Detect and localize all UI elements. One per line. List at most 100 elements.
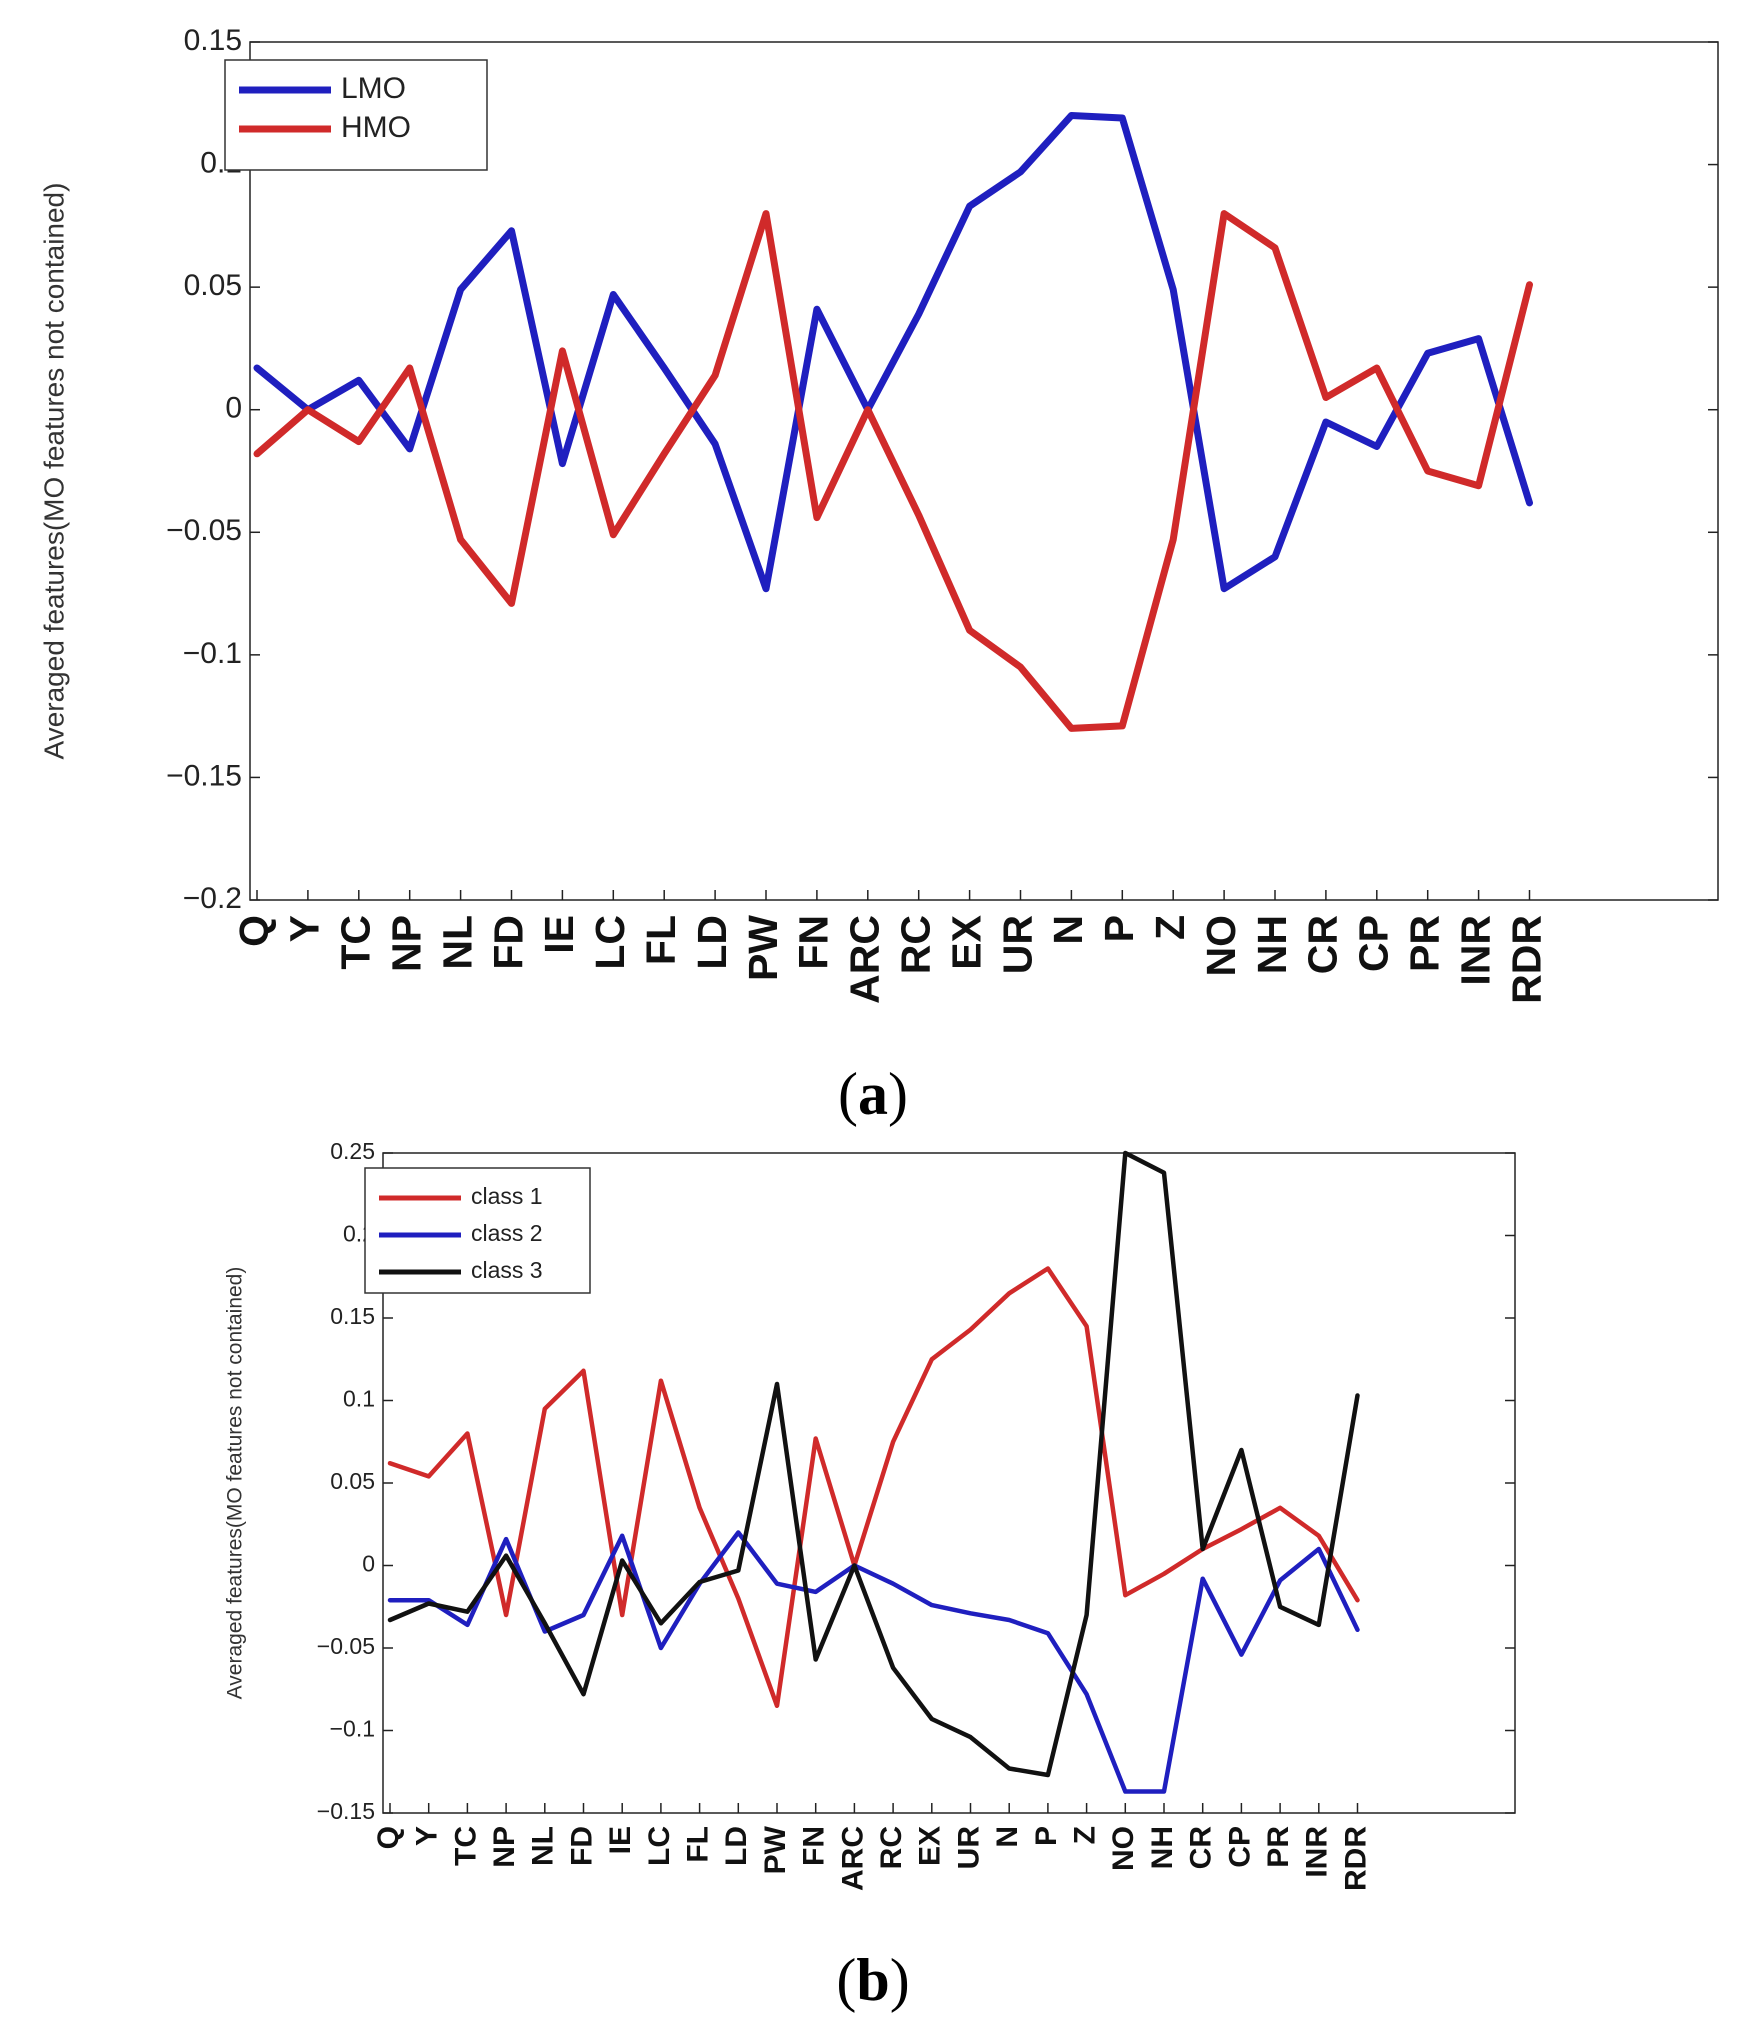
x-tick-label: Y [411, 1826, 444, 1846]
legend-label: class 1 [471, 1183, 543, 1209]
data-point [254, 365, 261, 372]
data-point [254, 450, 261, 457]
y-tick-label: 0 [225, 392, 242, 425]
x-tick-label: LC [643, 1826, 676, 1866]
data-point [891, 1440, 896, 1445]
x-tick-label: ARC [842, 915, 888, 1004]
data-point [1475, 335, 1482, 342]
series-line-class-1 [387, 1266, 1360, 1709]
data-point [1200, 1547, 1205, 1552]
data-point [966, 627, 973, 634]
legend-box [224, 59, 488, 171]
data-point [891, 1666, 896, 1671]
x-tick-label: NO [1107, 1826, 1140, 1871]
data-point [968, 1327, 973, 1332]
y-tick-label: 0.15 [330, 1303, 375, 1329]
data-point [968, 1735, 973, 1740]
data-point [659, 1378, 664, 1383]
data-point [1123, 1151, 1128, 1156]
data-point [712, 372, 719, 379]
data-point [1123, 1789, 1128, 1794]
y-tick-label: 0.05 [184, 269, 242, 302]
x-tick-label: IE [536, 915, 582, 954]
data-point [1355, 1393, 1360, 1398]
data-point [763, 585, 770, 592]
y-axis-label: Averaged features(MO features not contai… [38, 183, 69, 760]
data-point [1170, 536, 1177, 543]
data-point [1239, 1652, 1244, 1657]
data-point [620, 1613, 625, 1618]
y-tick-label: −0.1 [330, 1716, 375, 1742]
data-point [1355, 1628, 1360, 1633]
data-point [813, 1436, 818, 1441]
data-point [864, 406, 871, 413]
data-point [388, 1618, 393, 1623]
data-point [930, 1717, 935, 1722]
panel-letter: b [856, 1947, 889, 2013]
data-point [1355, 1598, 1360, 1603]
data-point [1068, 725, 1075, 732]
data-point [852, 1563, 857, 1568]
x-tick-label: UR [952, 1826, 985, 1870]
data-point [543, 1621, 548, 1626]
data-point [1526, 499, 1533, 506]
data-point [1068, 112, 1075, 119]
data-point [620, 1558, 625, 1563]
data-point [1424, 350, 1431, 357]
data-point [813, 306, 820, 313]
data-point [1373, 365, 1380, 372]
data-point [1322, 394, 1329, 401]
x-tick-label: CP [1351, 915, 1397, 972]
y-tick-label: −0.15 [166, 759, 242, 792]
data-point [659, 1621, 664, 1626]
data-point [661, 450, 668, 457]
series-line-lmo [253, 112, 1533, 593]
data-point [406, 365, 413, 372]
y-tick-label: −0.1 [183, 637, 242, 670]
legend-label: LMO [341, 72, 406, 105]
data-point [1278, 1605, 1283, 1610]
x-tick-label: NP [384, 915, 430, 972]
x-tick-label: PW [740, 915, 786, 981]
y-tick-label: −0.2 [183, 882, 242, 915]
data-point [304, 406, 311, 413]
data-point [457, 536, 464, 543]
data-point [1007, 1766, 1012, 1771]
x-tick-label: P [1030, 1826, 1063, 1846]
data-point [504, 1537, 509, 1542]
x-tick-label: RC [893, 915, 939, 974]
data-point [736, 1596, 741, 1601]
data-point [1278, 1578, 1283, 1583]
data-point [1373, 443, 1380, 450]
data-point [1007, 1618, 1012, 1623]
data-point [775, 1382, 780, 1387]
data-point [1221, 210, 1228, 217]
x-tick-label: FL [682, 1826, 715, 1863]
data-point [930, 1603, 935, 1608]
plot-frame [249, 41, 1719, 901]
data-point [1119, 114, 1126, 121]
data-point [1322, 418, 1329, 425]
series-line-class-2 [387, 1530, 1360, 1794]
data-point [915, 512, 922, 519]
x-tick-label: FN [791, 915, 837, 970]
x-tick-label: Q [372, 1826, 405, 1849]
legend-label: class 2 [471, 1220, 543, 1246]
x-tick-label: TC [333, 915, 379, 970]
data-point [1317, 1534, 1322, 1539]
y-axis-label: Averaged features(MO features not contai… [224, 1267, 247, 1700]
series-line-class-3 [387, 1150, 1360, 1778]
data-point [1162, 1171, 1167, 1176]
x-tick-label: EX [943, 915, 989, 970]
series-line-hmo [253, 210, 1533, 732]
data-point [388, 1461, 393, 1466]
x-tick-label: NL [434, 915, 480, 970]
data-point [1424, 468, 1431, 475]
data-point [559, 460, 566, 467]
x-tick-label: RDR [1339, 1826, 1372, 1891]
data-point [1119, 722, 1126, 729]
x-tick-label: PW [759, 1825, 792, 1874]
data-point [426, 1474, 431, 1479]
y-tick-label: 0.25 [330, 1138, 375, 1164]
